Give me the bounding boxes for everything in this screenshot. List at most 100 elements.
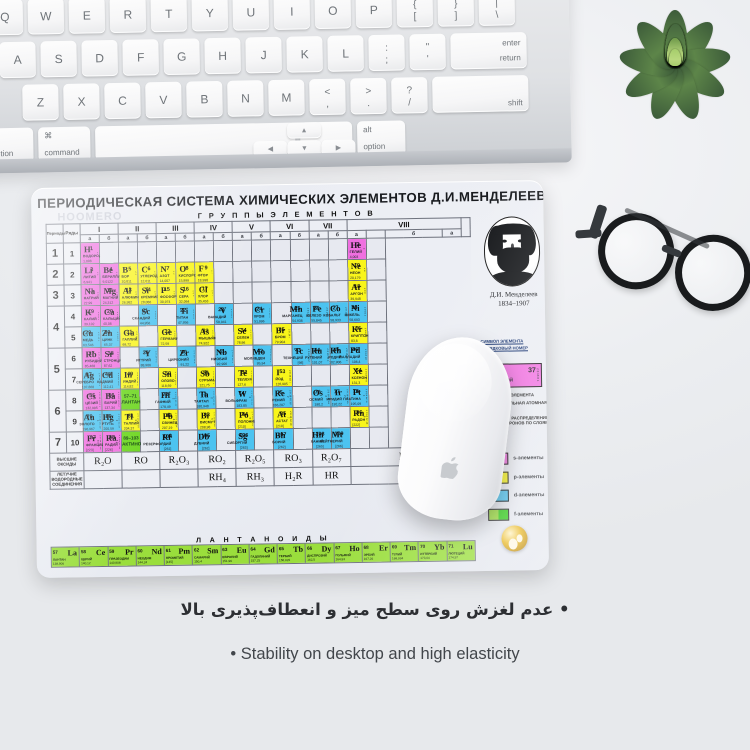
key--[interactable]: " ' [409, 33, 446, 71]
element-config: 2 8 18 18 6 [250, 370, 253, 384]
subgroup-a: а [442, 228, 462, 238]
element-config: 2 8 18 32 18 7 [286, 410, 292, 426]
key--[interactable]: ▶ [321, 139, 356, 157]
key-t[interactable]: T [150, 0, 188, 33]
key-k[interactable]: K [286, 35, 323, 73]
element-Fr: Fr 87 ФРАНЦИЙ [223] 2 8 18 32 18 8 1 [83, 431, 104, 453]
element-mass: [263] [239, 445, 248, 450]
element-mass: 28,086 [140, 299, 152, 304]
element-mass: 174,97 [448, 555, 459, 560]
element-Kr: Kr 36 КРИПТОН 83,8 2 8 18 8 [348, 322, 369, 344]
header-periods: Периоды [46, 224, 65, 244]
element-config: 2 8 [362, 267, 366, 272]
key-l[interactable]: L [327, 35, 364, 72]
key-return[interactable]: enter return [450, 32, 527, 70]
higher-oxides-cell: R₂O₃ [159, 450, 199, 470]
element-config: 2 8 18 5 [211, 330, 214, 340]
key-p[interactable]: P [355, 0, 393, 29]
key-n[interactable]: N [227, 80, 264, 117]
element-mass: 87,62 [103, 363, 113, 368]
element-mass: 131,3 [351, 380, 361, 385]
key--[interactable]: :; [368, 34, 405, 72]
electronegativity-strip [367, 363, 388, 386]
key-q[interactable]: Q [0, 0, 24, 36]
key-m[interactable]: M [268, 79, 305, 117]
element-symbol: Ce [95, 547, 106, 558]
element-config: 2 7 [210, 270, 213, 275]
key-h[interactable]: H [204, 37, 242, 75]
element-mass: 14,007 [159, 278, 171, 283]
element-mass: 200,59 [103, 426, 114, 431]
key-a[interactable]: A [0, 41, 37, 79]
key--[interactable]: {[ [396, 0, 434, 28]
empty-cell [157, 304, 177, 326]
element-Pt: Pt 78 ПЛАТИНА 195,09 2 8 18 32 17 1 [343, 385, 369, 407]
element-name: НЕОН [349, 270, 361, 276]
element-mass: 15,999 [178, 278, 190, 283]
key-x[interactable]: X [63, 83, 100, 120]
key-i[interactable]: I [273, 0, 311, 30]
key--[interactable]: <, [309, 78, 346, 116]
key-v[interactable]: V [145, 81, 182, 119]
key-r[interactable]: R [109, 0, 147, 34]
key--[interactable]: ? / [391, 76, 428, 114]
element-mass: 102,906 [329, 359, 342, 364]
key-w[interactable]: W [27, 0, 65, 35]
element-name: АЗОТ [159, 273, 170, 279]
key-y[interactable]: Y [191, 0, 229, 32]
element-mass: 20,179 [350, 275, 361, 280]
key-z[interactable]: Z [22, 84, 59, 121]
empty-cell [253, 365, 274, 388]
element-mass: 6,941 [83, 279, 92, 284]
key-d[interactable]: D [81, 39, 119, 77]
element-Sn: Sn 50 ОЛОВО 118,69 2 8 18 18 4 [158, 367, 178, 389]
element-number: 64 [250, 546, 256, 552]
key-sub-label: ? [406, 85, 413, 97]
element-mass: 196,967 [82, 426, 95, 431]
element-symbol: Tb [293, 544, 304, 554]
key-f[interactable]: F [122, 39, 160, 76]
key--[interactable]: ▼ [287, 140, 322, 157]
key-b[interactable]: B [186, 80, 223, 118]
element-mass: 137,34 [104, 405, 115, 410]
element-config [172, 433, 177, 449]
key--[interactable]: ◀ [253, 140, 288, 158]
key-e[interactable]: E [68, 0, 106, 34]
key-command[interactable]: ⌘ command [38, 126, 91, 162]
key-c[interactable]: C [104, 82, 141, 120]
key--[interactable]: ▲ [286, 122, 322, 139]
element-name: ИТТРИЙ [136, 358, 151, 363]
apple-magic-mouse[interactable] [393, 331, 519, 526]
key-main-label: , [326, 98, 330, 110]
element-config: 2 8 18 8 2 [116, 351, 119, 364]
element-Cl: Cl 17 ХЛОР 35,453 2 8 7 [195, 282, 215, 304]
element-config: 2 8 6 [191, 290, 195, 297]
element-mass: [210] [238, 424, 246, 429]
group-header-VI: VI [270, 220, 309, 232]
key-g[interactable]: G [163, 38, 201, 76]
caption-persian: • عدم لغزش روی سطح میز و انعطاف‌پذیری با… [180, 600, 570, 619]
element-mass: 55,845 [311, 318, 322, 323]
key-u[interactable]: U [232, 0, 270, 31]
key-shift[interactable]: shift [432, 75, 529, 113]
element-mass: 162,5 [307, 557, 316, 562]
key--[interactable]: | \ [478, 0, 516, 26]
key-j[interactable]: J [245, 36, 282, 74]
element-mass: 195,09 [350, 401, 362, 406]
key--[interactable]: }] [437, 0, 475, 27]
lanthanide-Ce: 58 Ce ЦЕРИЙ 140,12 [79, 546, 109, 567]
key--[interactable]: >. [350, 77, 387, 115]
keyboard-row-qwerty: Q W E R T Y U I O P{[}] | \ [0, 0, 516, 36]
key-s[interactable]: S [40, 40, 78, 78]
empty-cell [175, 240, 195, 263]
element-mass: 51,996 [254, 318, 265, 324]
element-config [248, 432, 253, 448]
series-link-5771: 57–71 ЛАНТАНОИДЫ [120, 388, 155, 411]
element-Mt: Mt 109 МЕЙТНЕРИЙ [266] [320, 427, 351, 449]
key-o[interactable]: O [314, 0, 352, 30]
element-As: As 33 МЫШЬЯК 74,922 2 8 18 5 [195, 324, 216, 346]
electronegativity-strip [366, 279, 387, 302]
element-number: 77 [333, 388, 340, 395]
